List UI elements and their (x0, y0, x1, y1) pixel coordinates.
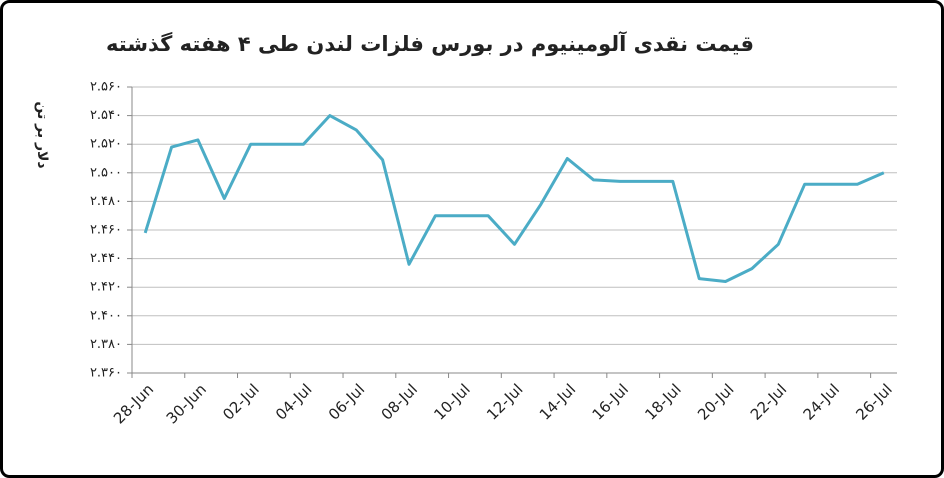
y-tick-label: ۲.۵۶۰ (90, 80, 122, 95)
y-tick-label: ۲.۳۸۰ (90, 337, 122, 352)
y-tick-label: ۲.۳۶۰ (90, 366, 122, 381)
chart-title: قیمت نقدی آلومینیوم در بورس فلزات لندن ط… (106, 31, 754, 56)
y-tick-label: ۲.۵۲۰ (90, 137, 122, 152)
y-axis-label: دلار بر تن (34, 101, 50, 168)
y-tick-label: ۲.۴۸۰ (90, 194, 122, 209)
y-tick-label: ۲.۵۴۰ (90, 108, 122, 123)
y-tick-label: ۲.۴۰۰ (90, 308, 122, 323)
data-line (143, 114, 885, 283)
y-tick-label: ۲.۴۴۰ (90, 251, 122, 266)
y-tick-label: ۲.۵۰۰ (90, 165, 122, 180)
y-tick-label: ۲.۴۲۰ (90, 280, 122, 295)
y-tick-label: ۲.۴۶۰ (90, 223, 122, 238)
